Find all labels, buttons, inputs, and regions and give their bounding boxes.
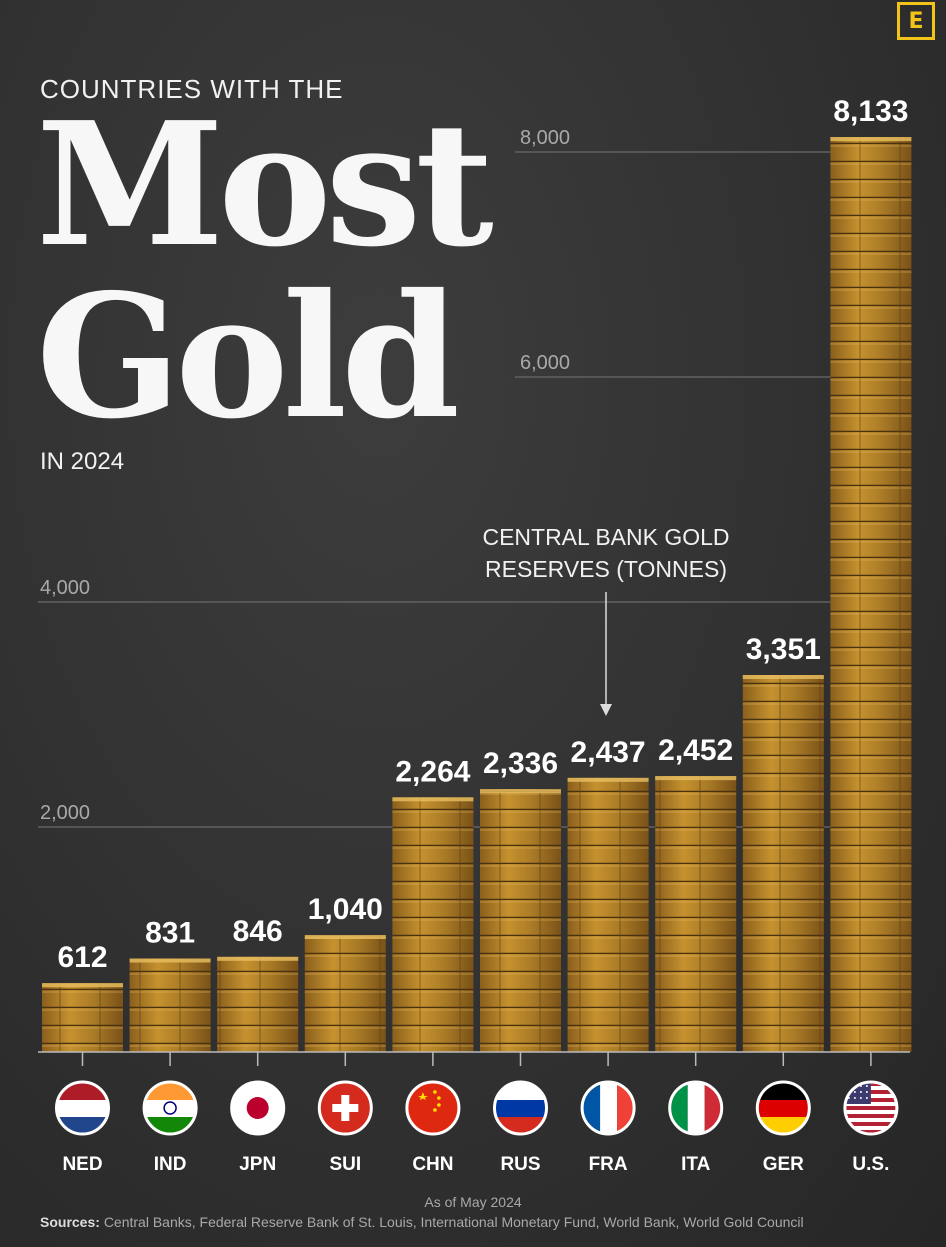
india-flag-icon bbox=[142, 1080, 198, 1136]
gridlines: 2,000 4,000 6,000 8,000 bbox=[38, 127, 905, 828]
bar-top-highlight bbox=[480, 789, 561, 794]
footer-date: As of May 2024 bbox=[424, 1194, 522, 1210]
country-label: RUS bbox=[500, 1154, 540, 1175]
country-label: JPN bbox=[239, 1154, 276, 1175]
flag-ring bbox=[317, 1080, 373, 1136]
value-label: 3,351 bbox=[746, 633, 821, 666]
bar-bricks bbox=[830, 137, 912, 1053]
switzerland-flag-icon bbox=[317, 1080, 373, 1136]
value-label: 2,264 bbox=[395, 755, 470, 788]
bar-bricks bbox=[567, 777, 649, 1052]
chart-annotation: CENTRAL BANK GOLD RESERVES (TONNES) bbox=[482, 524, 730, 716]
sources-text: Central Banks, Federal Reserve Bank of S… bbox=[103, 1214, 804, 1230]
publisher-logo: E bbox=[897, 2, 935, 40]
bar-bricks bbox=[42, 983, 123, 1052]
value-label: 612 bbox=[57, 941, 107, 974]
title-line-most: Most bbox=[36, 85, 494, 285]
footer-sources: Sources: Central Banks, Federal Reserve … bbox=[40, 1214, 804, 1230]
value-label: 2,336 bbox=[483, 747, 558, 780]
y-tick-label: 6,000 bbox=[520, 352, 570, 374]
bars bbox=[42, 137, 912, 1066]
bar-top-highlight bbox=[129, 958, 211, 963]
bar-bricks bbox=[742, 675, 824, 1052]
title-year: IN 2024 bbox=[40, 448, 125, 475]
flag-ring bbox=[230, 1080, 286, 1136]
bar-ger bbox=[742, 675, 824, 1052]
value-label: 846 bbox=[233, 915, 283, 948]
bar-top-highlight bbox=[742, 675, 824, 680]
bar-ind bbox=[129, 958, 211, 1052]
value-label: 831 bbox=[145, 917, 195, 950]
annotation-line-1: CENTRAL BANK GOLD bbox=[482, 524, 729, 550]
bar-bricks bbox=[392, 797, 474, 1052]
value-label: 1,040 bbox=[308, 893, 383, 926]
y-tick-label: 4,000 bbox=[40, 577, 90, 599]
annotation-line-2: RESERVES (TONNES) bbox=[485, 556, 727, 582]
bar-ned bbox=[42, 983, 123, 1052]
bar-rus bbox=[480, 789, 561, 1052]
flag-ring bbox=[843, 1080, 899, 1136]
bar-bricks bbox=[217, 956, 299, 1052]
value-label: 2,452 bbox=[658, 734, 733, 767]
country-label: SUI bbox=[329, 1154, 361, 1175]
annotation-arrow-head bbox=[600, 704, 612, 716]
flag-ring bbox=[493, 1080, 548, 1136]
bar-bricks bbox=[480, 789, 561, 1052]
bar-top-highlight bbox=[567, 777, 649, 782]
italy-flag-icon bbox=[668, 1080, 724, 1136]
china-flag-icon bbox=[405, 1080, 461, 1136]
country-label: CHN bbox=[412, 1154, 453, 1175]
bar-top-highlight bbox=[392, 797, 474, 802]
germany-flag-icon bbox=[755, 1080, 811, 1136]
bar-sui bbox=[304, 935, 386, 1052]
country-label: U.S. bbox=[852, 1154, 889, 1175]
country-label: NED bbox=[62, 1154, 102, 1175]
bar-bricks bbox=[655, 776, 737, 1052]
value-label: 8,133 bbox=[833, 95, 908, 128]
russia-flag-icon bbox=[493, 1080, 548, 1136]
y-tick-label: 8,000 bbox=[520, 127, 570, 149]
bar-fra bbox=[567, 777, 649, 1052]
bar-top-highlight bbox=[655, 776, 737, 781]
bar-bricks bbox=[129, 958, 211, 1052]
sources-label: Sources: bbox=[40, 1214, 100, 1230]
country-label: IND bbox=[154, 1154, 187, 1175]
flag-ring bbox=[405, 1080, 461, 1136]
flag-ring bbox=[580, 1080, 636, 1136]
bar-top-highlight bbox=[304, 935, 386, 939]
value-label: 2,437 bbox=[571, 736, 646, 769]
value-labels: 612 831 846 1,040 2,264 2,336 2,437 2,452 3,351 8… bbox=[57, 95, 908, 974]
flag-ring bbox=[755, 1080, 811, 1136]
country-label: ITA bbox=[681, 1154, 710, 1175]
usa-flag-icon bbox=[843, 1080, 899, 1136]
bar-top-highlight bbox=[830, 137, 912, 142]
bar-jpn bbox=[217, 956, 299, 1052]
bar-top-highlight bbox=[42, 983, 123, 988]
title-kicker: COUNTRIES WITH THE bbox=[40, 74, 344, 104]
flag-ring bbox=[668, 1080, 724, 1136]
y-tick-label: 2,000 bbox=[40, 802, 90, 824]
title-line-gold: Gold bbox=[36, 257, 460, 457]
japan-flag-icon bbox=[230, 1080, 286, 1136]
flag-ring bbox=[55, 1080, 110, 1136]
country-label: GER bbox=[763, 1154, 804, 1175]
bar-bricks bbox=[304, 935, 386, 1052]
bar-chn bbox=[392, 797, 474, 1052]
netherlands-flag-icon bbox=[55, 1080, 110, 1136]
bar-top-highlight bbox=[217, 956, 299, 961]
bar-ita bbox=[655, 776, 737, 1052]
france-flag-icon bbox=[580, 1080, 636, 1136]
country-flags bbox=[55, 1080, 899, 1136]
country-labels: NED IND JPN SUI CHN RUS FRA ITA GER U.S. bbox=[62, 1154, 889, 1175]
bar-us bbox=[830, 137, 912, 1053]
flag-ring bbox=[142, 1080, 198, 1136]
country-label: FRA bbox=[589, 1154, 628, 1175]
